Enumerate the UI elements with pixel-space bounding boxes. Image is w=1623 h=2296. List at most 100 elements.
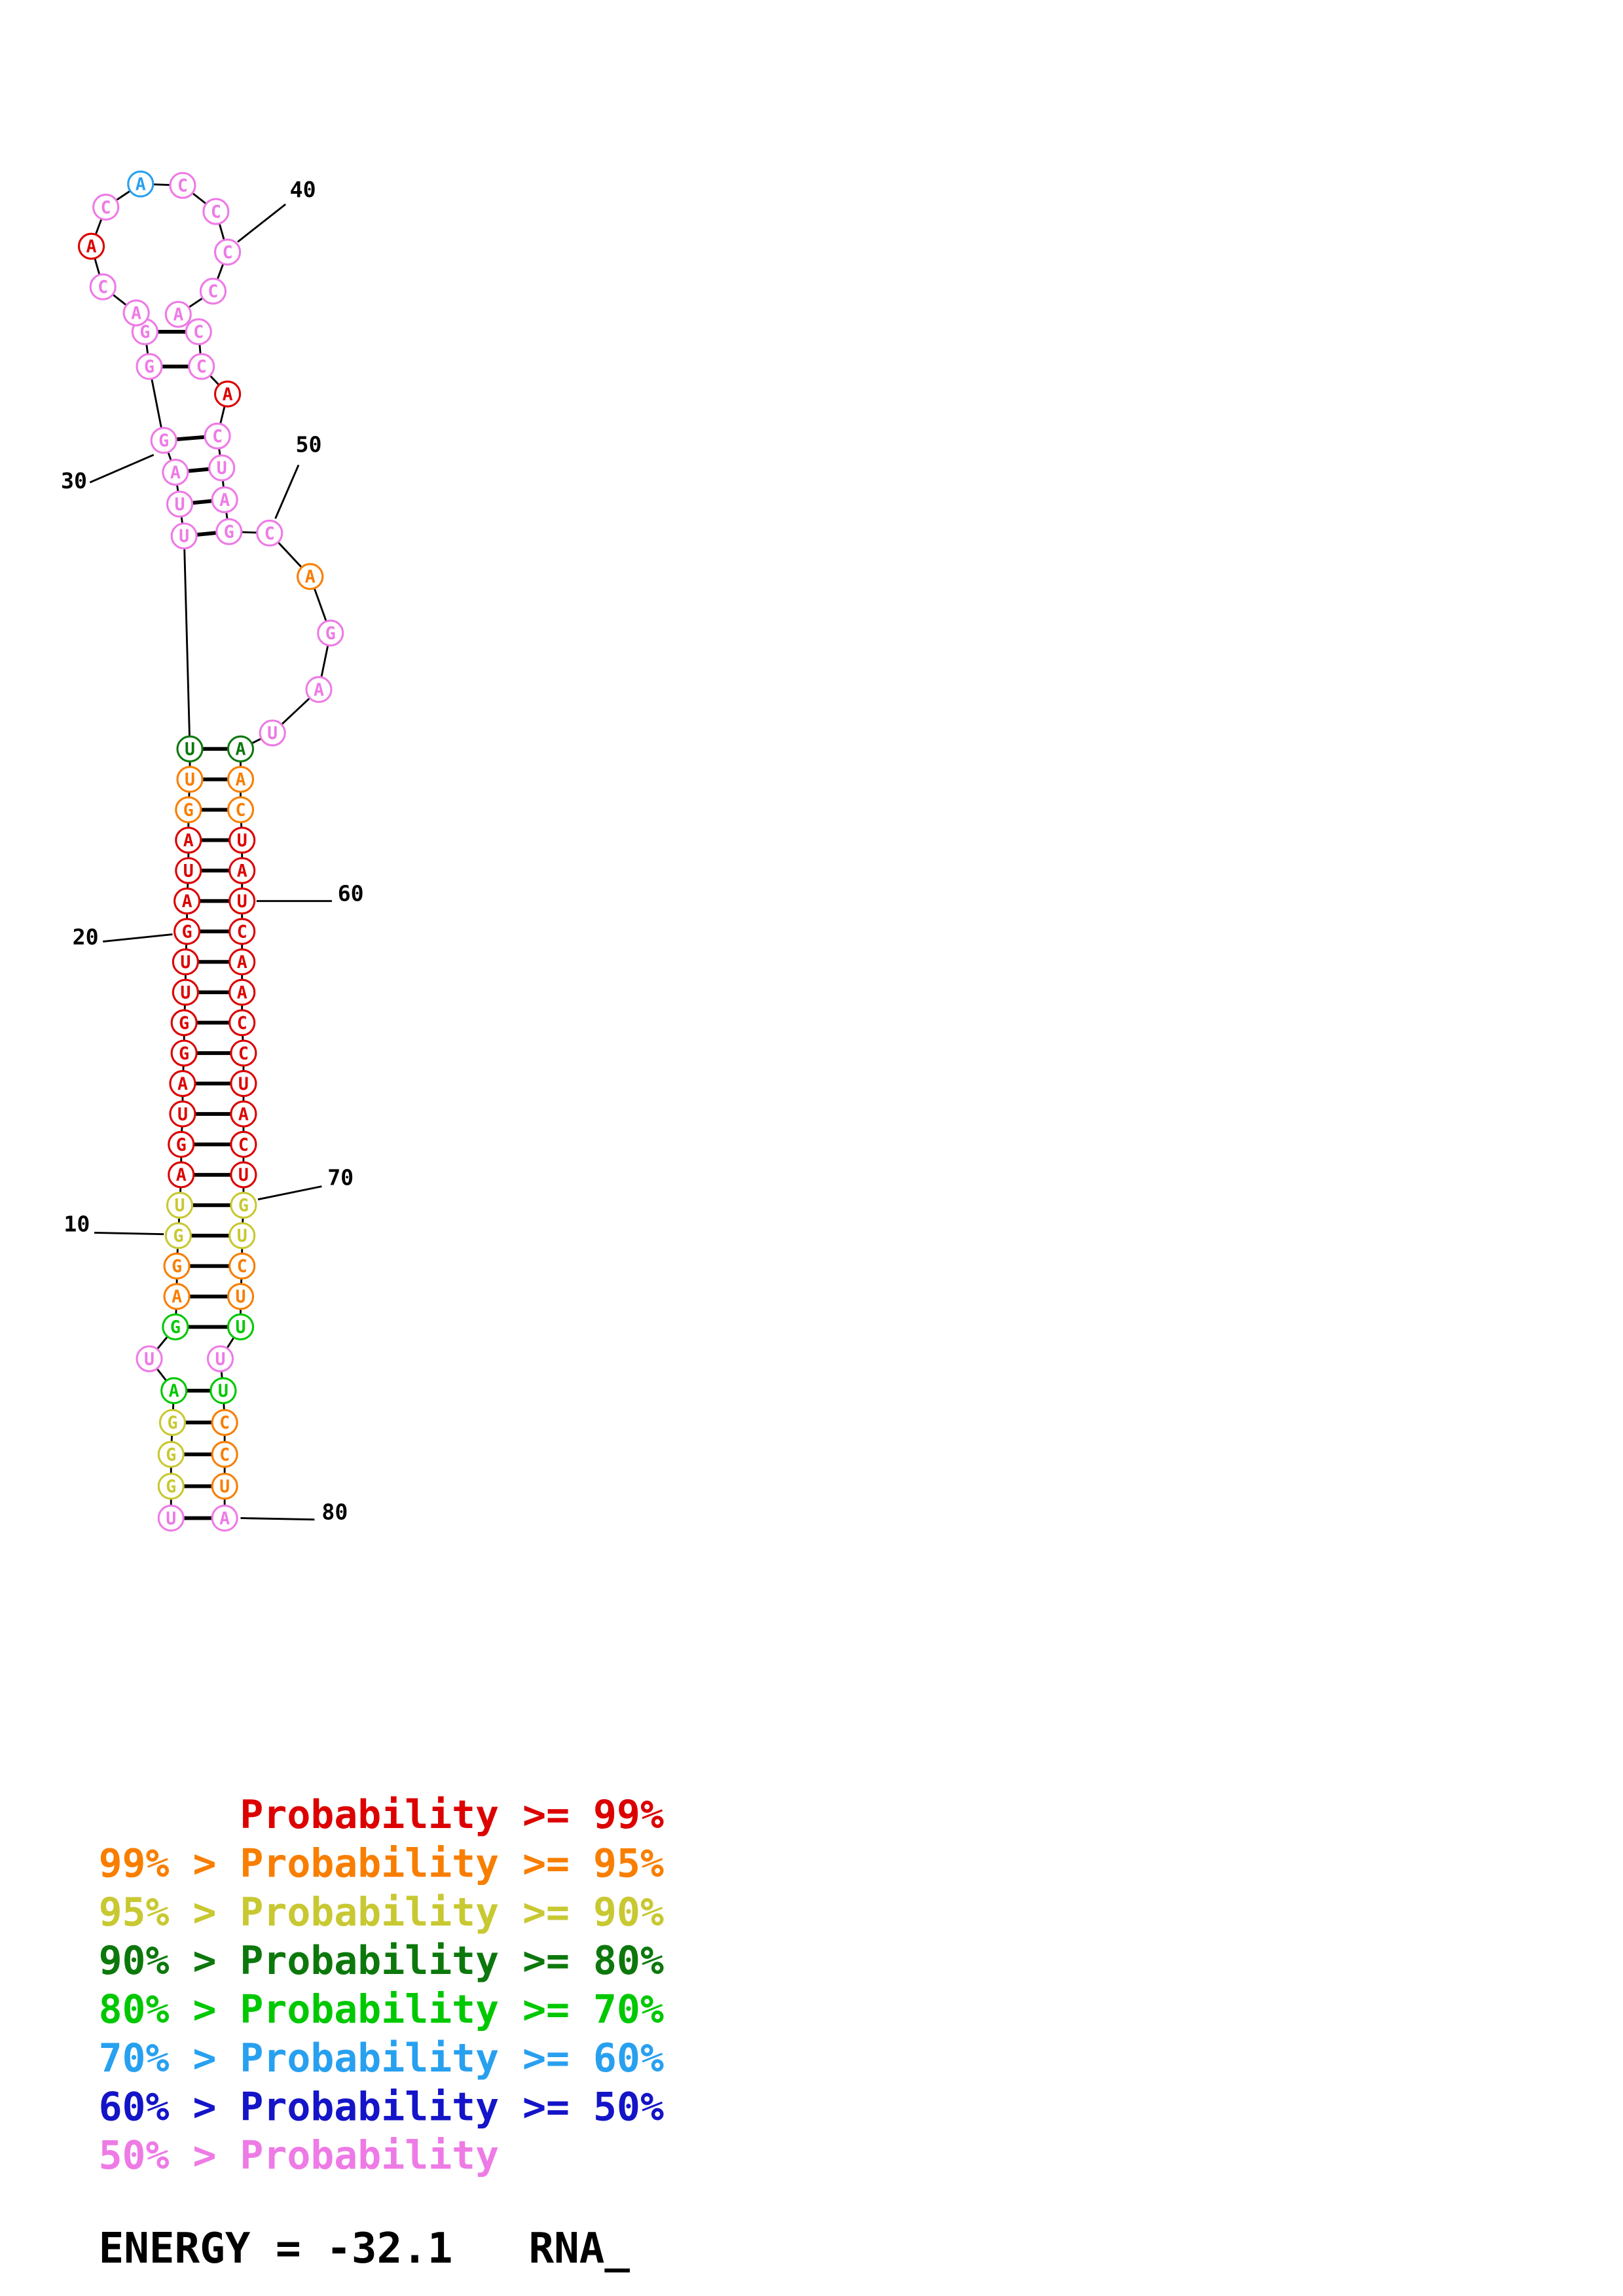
legend-row-p95: 99% > Probability >= 95% <box>99 1841 664 1886</box>
nucleotide-circle <box>176 766 204 793</box>
position-label-50: 50 <box>296 432 322 457</box>
nucleotide-73: U <box>227 1283 255 1310</box>
nucleotide-circle <box>317 619 344 647</box>
nucleotide-base-letter: U <box>177 1104 188 1124</box>
nucleotide-31: G <box>136 353 163 380</box>
nucleotide-base-letter: G <box>144 357 155 377</box>
nucleotide-63: A <box>228 978 256 1006</box>
nucleotide-71: U <box>228 1222 256 1249</box>
nucleotide-39: C <box>202 198 230 225</box>
nucleotide-17: G <box>170 1009 198 1037</box>
nucleotide-52: G <box>317 619 344 647</box>
nucleotide-circle <box>162 1313 189 1340</box>
nucleotide-base-letter: A <box>172 1287 182 1307</box>
nucleotide-base-letter: C <box>235 800 246 821</box>
nucleotide-base-letter: C <box>208 281 218 302</box>
nucleotide-base-letter: A <box>219 490 230 511</box>
nucleotide-circle <box>228 827 256 854</box>
nucleotide-base-letter: C <box>193 322 204 342</box>
nucleotide-5: A <box>160 1377 188 1405</box>
nucleotide-base-letter: A <box>237 982 247 1003</box>
nucleotide-circle <box>228 978 256 1006</box>
nucleotide-circle <box>175 796 202 823</box>
nucleotide-circle <box>158 1408 187 1436</box>
position-label-20: 20 <box>73 924 99 950</box>
nucleotide-circle <box>157 1473 185 1500</box>
position-label-line-10 <box>94 1232 164 1236</box>
nucleotide-base-letter: G <box>182 922 192 942</box>
nucleotide-base-letter: A <box>182 891 192 912</box>
nucleotide-circle <box>297 563 324 590</box>
nucleotide-51: A <box>297 563 324 590</box>
nucleotide-base-letter: G <box>176 1135 187 1155</box>
position-label-30: 30 <box>61 468 87 493</box>
nucleotide-base-letter: U <box>219 1477 230 1497</box>
nucleotide-base-letter: C <box>177 176 188 196</box>
nucleotide-27: U <box>170 522 198 550</box>
nucleotide-base-letter: U <box>267 723 278 744</box>
nucleotide-circle <box>215 518 243 545</box>
probability-legend: Probability >= 99%99% > Probability >= 9… <box>99 1793 664 2179</box>
nucleotide-57: C <box>227 796 255 823</box>
nucleotide-55: A <box>227 735 255 762</box>
nucleotide-base-letter: U <box>238 1165 249 1185</box>
nucleotide-circle <box>136 353 163 380</box>
nucleotide-36: C <box>92 193 120 221</box>
nucleotide-base-letter: U <box>175 495 185 515</box>
nucleotide-circle <box>176 735 204 762</box>
nucleotide-base-letter: C <box>219 1413 230 1433</box>
nucleotide-28: U <box>166 490 194 518</box>
nucleotide-19: U <box>172 948 199 976</box>
nucleotide-circle <box>208 454 236 482</box>
nucleotide-40: C <box>213 238 242 266</box>
nucleotide-44: C <box>188 353 215 380</box>
nucleotide-54: U <box>259 719 286 747</box>
nucleotide-circle <box>211 1504 238 1532</box>
nucleotide-13: G <box>168 1130 195 1158</box>
nucleotide-base-letter: A <box>238 1104 249 1124</box>
nucleotide-29: A <box>162 458 189 486</box>
nucleotide-43: C <box>185 318 212 346</box>
nucleotide-circle <box>160 1377 188 1405</box>
position-labels-layer: 10 20 30 40 50 60 70 80 <box>61 177 364 1525</box>
nucleotide-61: C <box>228 918 256 945</box>
nucleotide-base-letter: A <box>183 831 194 851</box>
nucleotide-circle <box>175 857 202 884</box>
nucleotide-circle <box>163 1252 191 1280</box>
nucleotide-base-letter: G <box>166 1444 176 1465</box>
nucleotide-base-letter: G <box>167 1413 177 1433</box>
nucleotide-base-letter: U <box>185 770 195 790</box>
nucleotide-circle <box>168 1161 195 1189</box>
position-label-70: 70 <box>327 1164 354 1190</box>
nucleotide-75: U <box>206 1345 234 1372</box>
position-label-line-20 <box>103 933 173 943</box>
nucleotide-15: A <box>169 1069 196 1098</box>
nucleotide-22: U <box>175 857 202 884</box>
position-label-line-30 <box>89 454 155 484</box>
nucleotide-base-letter: U <box>215 1349 226 1369</box>
nucleotide-7: G <box>162 1313 189 1340</box>
nucleotide-base-letter: A <box>235 770 246 790</box>
nucleotide-66: U <box>230 1069 257 1098</box>
nucleotide-67: A <box>230 1100 257 1128</box>
nucleotide-base-letter: G <box>325 623 336 643</box>
nucleotide-base-letter: C <box>196 357 207 377</box>
nucleotide-65: C <box>230 1039 257 1067</box>
structure-title-text: RNA_ <box>528 2224 630 2273</box>
nucleotide-circle <box>227 1283 255 1310</box>
nucleotide-base-letter: A <box>235 740 246 760</box>
nucleotide-base-letter: C <box>212 426 223 446</box>
position-label-line-50 <box>274 464 300 519</box>
legend-row-p80: 90% > Probability >= 80% <box>99 1939 664 1984</box>
nucleotide-circle <box>150 427 177 454</box>
nucleotide-circle <box>211 1441 238 1468</box>
nucleotide-10: G <box>164 1222 192 1249</box>
nucleotide-base-letter: G <box>183 800 194 821</box>
nucleotide-base-letter: U <box>238 1074 249 1094</box>
nucleotide-base-letter: C <box>237 1257 247 1277</box>
nucleotide-circle <box>230 1191 257 1219</box>
nucleotide-circle <box>170 1009 198 1037</box>
nucleotide-base-letter: A <box>314 680 324 700</box>
nucleotide-58: U <box>228 827 256 854</box>
nucleotide-base-letter: G <box>172 1257 182 1277</box>
